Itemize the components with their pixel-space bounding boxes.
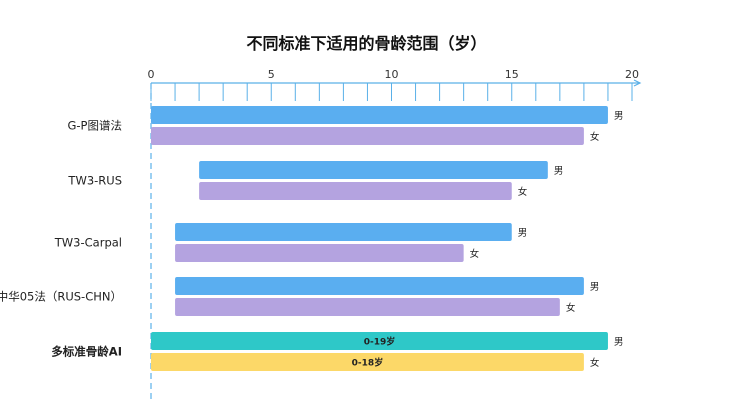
- x-tick-label: 5: [268, 68, 275, 81]
- sex-label: 女: [590, 131, 600, 143]
- bar-female: [175, 298, 560, 316]
- x-tick-label: 15: [505, 68, 519, 81]
- sex-label: 女: [590, 357, 600, 369]
- x-tick-label: 0: [148, 68, 155, 81]
- category-label: G-P图谱法: [68, 119, 123, 133]
- category-label: 中华05法（RUS-CHN）: [0, 290, 122, 304]
- bar-data-label: 0-18岁: [352, 357, 384, 369]
- category-label: TW3-Carpal: [54, 236, 122, 250]
- sex-label: 女: [470, 248, 480, 260]
- bar-male: [151, 106, 608, 124]
- bar-male: [151, 332, 608, 350]
- bar-male: [175, 277, 584, 295]
- sex-label: 男: [518, 228, 528, 239]
- sex-label: 女: [518, 186, 528, 198]
- sex-label: 男: [614, 111, 624, 122]
- category-label: TW3-RUS: [67, 174, 122, 188]
- sex-label: 男: [614, 337, 624, 348]
- sex-label: 男: [590, 282, 600, 293]
- category-label: 多标准骨龄AI: [51, 345, 122, 359]
- bar-female: [151, 127, 584, 145]
- bar-female: [151, 353, 584, 371]
- bar-male: [199, 161, 548, 179]
- chart-title: 不同标准下适用的骨龄范围（岁）: [246, 34, 487, 53]
- x-tick-label: 10: [385, 68, 399, 81]
- x-tick-label: 20: [625, 68, 639, 81]
- x-axis-arrow: [633, 79, 642, 87]
- sex-label: 男: [554, 166, 564, 177]
- bar-male: [175, 223, 512, 241]
- bar-female: [199, 182, 512, 200]
- bar-data-label: 0-19岁: [364, 336, 396, 348]
- bar-female: [175, 244, 464, 262]
- sex-label: 女: [566, 302, 576, 314]
